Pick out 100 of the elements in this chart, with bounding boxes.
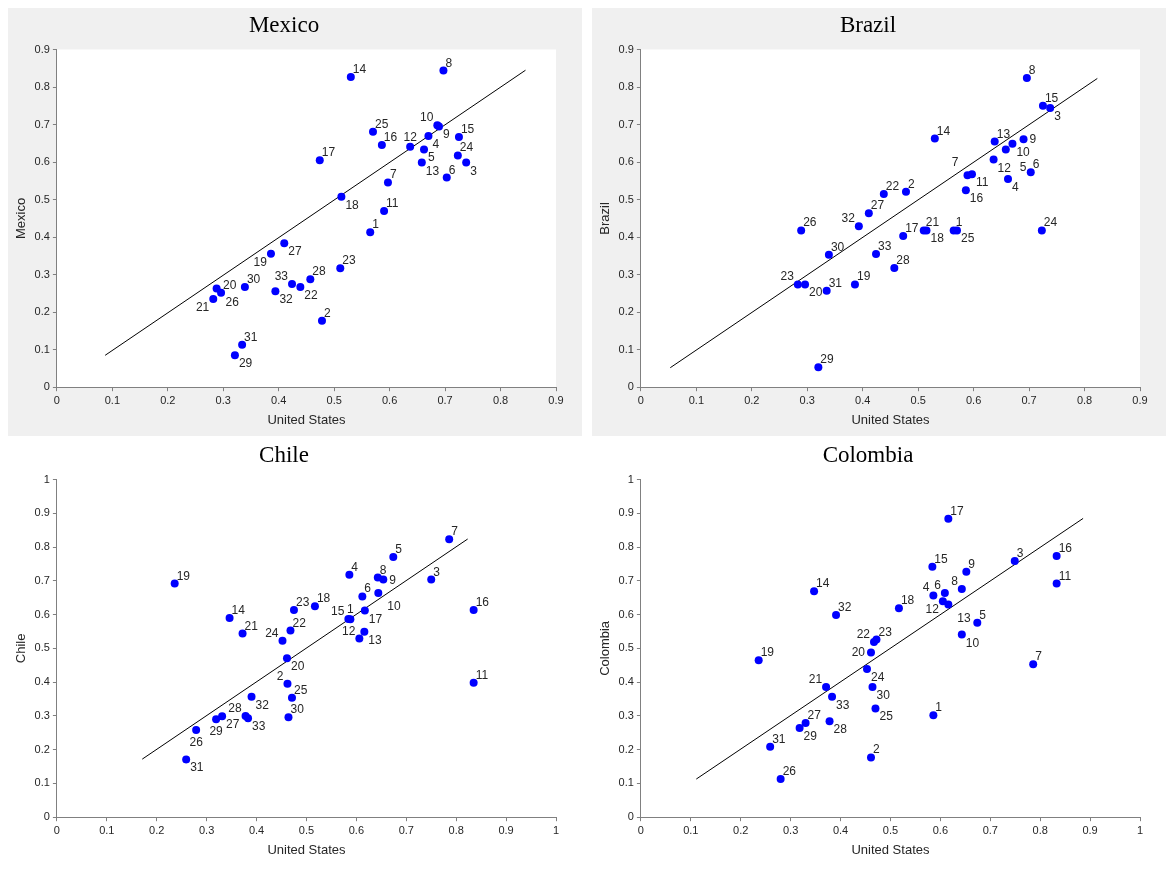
annotation: 7 xyxy=(1035,649,1043,664)
y-tick-label: 0.7 xyxy=(618,117,634,130)
x-tick-label: 0.7 xyxy=(982,823,998,836)
annotation: 5 xyxy=(395,541,403,556)
annotation: 5 xyxy=(428,150,436,165)
annotation: 12 xyxy=(925,602,940,617)
annotation: 6 xyxy=(1032,157,1040,172)
x-tick-label: 0.9 xyxy=(498,823,514,836)
y-tick-label: 0.2 xyxy=(34,742,50,755)
annotation: 27 xyxy=(288,244,302,259)
annotation: 12 xyxy=(342,623,356,638)
annotation: 14 xyxy=(816,576,830,591)
annotation: 10 xyxy=(387,599,401,614)
annotation: 25 xyxy=(374,116,389,131)
x-tick-label: 0.7 xyxy=(1021,393,1037,406)
annotation: 8 xyxy=(1028,63,1036,78)
y-tick-label: 1 xyxy=(43,472,50,485)
y-tick-label: 0 xyxy=(627,810,634,823)
annotation: 21 xyxy=(244,618,259,633)
annotation: 7 xyxy=(451,524,459,539)
annotation: 8 xyxy=(951,573,959,588)
annotation: 15 xyxy=(934,551,949,566)
annotation: 28 xyxy=(896,252,910,267)
annotation: 33 xyxy=(836,697,850,712)
annotation: 12 xyxy=(997,160,1012,175)
annotation: 31 xyxy=(190,760,204,775)
y-tick-label: 0.5 xyxy=(34,641,50,654)
y-tick-label: 0.4 xyxy=(618,230,634,243)
x-tick-label: 0.5 xyxy=(882,823,899,836)
y-axis-title: Colombia xyxy=(597,620,613,676)
annotation: 19 xyxy=(856,269,871,284)
y-tick-label: 0.1 xyxy=(34,776,50,789)
x-tick-label: 0.2 xyxy=(160,393,176,406)
x-tick-label: 0.6 xyxy=(965,393,982,406)
y-tick-label: 0.9 xyxy=(618,506,634,519)
chart-title: Mexico xyxy=(248,11,320,37)
annotation: 1 xyxy=(935,700,943,715)
y-tick-label: 0.8 xyxy=(618,80,634,93)
annotation: 11 xyxy=(386,195,399,210)
x-tick-label: 1 xyxy=(1136,823,1144,836)
annotation: 21 xyxy=(195,300,210,315)
y-tick-label: 0.4 xyxy=(34,675,50,688)
annotation: 4 xyxy=(351,559,359,574)
annotation: 8 xyxy=(445,55,453,70)
annotation: 19 xyxy=(760,645,775,660)
annotation: 26 xyxy=(225,294,240,309)
annotation: 16 xyxy=(1058,540,1073,555)
chart-title: Colombia xyxy=(822,441,914,467)
annotation: 19 xyxy=(176,568,191,583)
y-tick-label: 0.1 xyxy=(618,342,634,355)
y-tick-label: 0.4 xyxy=(34,230,50,243)
x-tick-label: 0.7 xyxy=(398,823,414,836)
x-tick-label: 0.5 xyxy=(910,393,926,406)
annotation: 9 xyxy=(442,127,450,142)
annotation: 20 xyxy=(290,659,305,674)
annotation: 20 xyxy=(809,285,823,300)
annotation: 3 xyxy=(1016,545,1024,560)
x-axis-title: United States xyxy=(267,411,346,427)
annotation: 7 xyxy=(951,155,959,170)
annotation: 2 xyxy=(872,742,880,757)
annotation: 20 xyxy=(851,645,866,660)
y-tick-label: 0.7 xyxy=(34,117,50,130)
annotation: 14 xyxy=(936,123,951,138)
annotation: 14 xyxy=(231,603,246,618)
y-tick-label: 0.9 xyxy=(618,42,634,55)
annotation: 15 xyxy=(460,122,475,136)
annotation: 10 xyxy=(419,110,434,125)
y-tick-label: 0.4 xyxy=(618,675,634,688)
y-tick-label: 0.3 xyxy=(34,708,50,721)
annotation: 8 xyxy=(379,562,387,577)
x-tick-label: 0 xyxy=(637,393,644,406)
annotation: 13 xyxy=(368,632,383,647)
x-tick-label: 0.2 xyxy=(733,823,749,836)
annotation: 25 xyxy=(293,682,308,697)
annotation: 24 xyxy=(870,669,885,684)
annotation: 17 xyxy=(368,611,383,626)
x-tick-label: 0.6 xyxy=(381,393,398,406)
annotation: 32 xyxy=(841,211,856,226)
annotation: 26 xyxy=(189,735,204,750)
annotation: 18 xyxy=(900,593,915,608)
x-tick-label: 0.3 xyxy=(198,823,215,836)
x-tick-label: 0.3 xyxy=(799,393,815,406)
annotation: 27 xyxy=(226,717,240,732)
y-tick-label: 0.1 xyxy=(34,342,50,355)
x-tick-label: 0.8 xyxy=(492,393,509,406)
annotation: 22 xyxy=(885,179,900,194)
y-tick-label: 0.8 xyxy=(34,540,50,553)
x-tick-label: 0.1 xyxy=(688,393,704,406)
annotation: 9 xyxy=(1029,132,1037,147)
x-tick-label: 0.1 xyxy=(104,393,120,406)
y-tick-label: 0 xyxy=(627,380,634,393)
y-tick-label: 0.7 xyxy=(34,573,50,586)
annotation: 29 xyxy=(209,724,224,739)
annotation: 11 xyxy=(975,175,989,190)
y-tick-label: 0 xyxy=(43,810,50,823)
x-tick-label: 0.3 xyxy=(782,823,799,836)
annotation: 19 xyxy=(253,254,268,269)
y-tick-label: 0.1 xyxy=(618,776,634,789)
y-tick-label: 0.3 xyxy=(34,267,50,280)
annotation: 23 xyxy=(295,594,310,609)
